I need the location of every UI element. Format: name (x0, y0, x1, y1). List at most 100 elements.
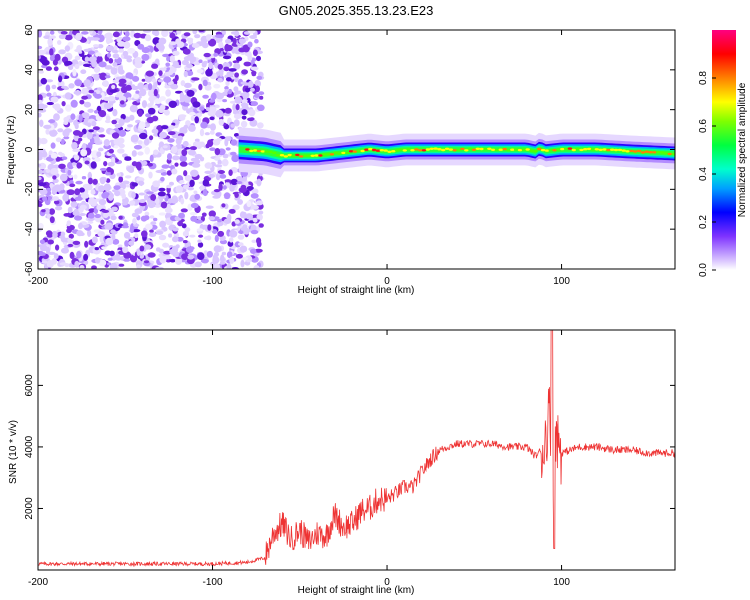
spectrogram-noise-cell (217, 159, 222, 166)
spectrogram-noise-cell (197, 252, 205, 260)
spectrogram-ridge-peak (494, 148, 500, 152)
spectrogram-ridge-peak (594, 148, 599, 151)
spectrogram-noise-cell (116, 172, 122, 177)
spectrogram-noise-cell (191, 43, 200, 49)
spectrogram-noise-cell (64, 92, 72, 100)
spectrogram-noise-cell (247, 41, 253, 48)
spectrogram-noise-cell (88, 129, 94, 133)
spectrogram-noise-cell (158, 187, 166, 192)
spectrogram-ridge-peak (648, 151, 653, 154)
spectrogram-ridge (238, 127, 675, 178)
spectrogram-noise-cell (38, 182, 47, 187)
spectrogram-noise-cell (177, 148, 183, 155)
spectrogram-ridge-peak (540, 148, 546, 152)
spectrogram-noise-cell (202, 42, 209, 49)
spectrogram-noise-cell (76, 162, 82, 169)
spectrogram-noise-cell (256, 75, 263, 80)
spectrogram-noise-cell (225, 38, 232, 44)
spectrogram-ridge-peak (406, 148, 411, 151)
spectrogram-ridge-peak (537, 147, 542, 151)
spectrogram-noise-cell (250, 66, 259, 71)
spectrogram-noise-cell (145, 70, 154, 77)
spectrogram-noise-cell (107, 95, 116, 102)
spectrogram-noise-cell (63, 116, 69, 122)
spectrogram-noise-cell (112, 108, 118, 117)
spectrogram-noise-cell (206, 34, 212, 41)
spectrogram-noise-cell (199, 106, 205, 111)
spectrogram-noise-cell (66, 189, 75, 196)
spectrogram-noise-cell (234, 96, 243, 104)
spectrogram-noise-cell (258, 210, 264, 215)
spectrogram-noise-cell (72, 130, 82, 136)
spectrogram-noise-cell (250, 248, 257, 254)
spectrogram-noise-cell (55, 244, 60, 251)
spectrogram-noise-cell (98, 199, 107, 206)
spectrogram-noise-cell (122, 36, 131, 42)
spectrogram-noise-cell (236, 181, 243, 185)
spectrogram-noise-cell (178, 212, 185, 219)
snr-x-tick-label: -200 (28, 577, 48, 588)
spectrogram-noise-cell (38, 169, 44, 175)
spectrogram-ridge-peak (479, 147, 484, 151)
spectrogram-noise-cell (183, 170, 188, 177)
spectrogram-y-tick-label: -20 (24, 182, 35, 197)
spectrogram-noise-cell (62, 193, 70, 202)
spectrogram-ridge-peak (299, 155, 304, 158)
spectrogram-noise-cell (147, 103, 153, 108)
spectrogram-noise-cell (101, 209, 109, 213)
spectrogram-noise-cell (259, 95, 264, 100)
spectrogram-noise-cell (58, 163, 66, 169)
spectrogram-noise-cell (151, 115, 159, 122)
spectrogram-noise-cell (45, 66, 53, 71)
spectrogram-noise-cell (223, 66, 230, 72)
spectrogram-noise-cell (132, 75, 140, 82)
spectrogram-noise-cell (233, 86, 239, 92)
spectrogram-noise-cell (165, 89, 172, 97)
spectrogram-noise-cell (121, 225, 129, 229)
spectrogram-noise-cell (103, 139, 110, 147)
snr-y-tick-label: 6000 (24, 374, 35, 397)
spectrogram-noise-cell (129, 114, 135, 121)
spectrogram-noise-cell (38, 176, 42, 181)
spectrogram-noise-cell (74, 260, 80, 268)
spectrogram-noise-cell (147, 107, 156, 115)
spectrogram-noise-cell (256, 237, 262, 245)
spectrogram-noise-cell (190, 169, 199, 177)
spectrogram-noise-cell (78, 114, 83, 123)
snr-plot-frame (37, 329, 676, 571)
spectrogram-noise-cell (254, 93, 260, 98)
spectrogram-noise-cell (46, 79, 53, 83)
spectrogram-noise-cell (149, 154, 154, 162)
spectrogram-noise-cell (111, 49, 119, 54)
spectrogram-noise-cell (133, 32, 142, 39)
spectrogram-ridge-peak (398, 148, 404, 151)
spectrogram-noise-cell (136, 264, 141, 269)
spectrogram-noise-cell (72, 210, 79, 216)
spectrogram-noise-cell (189, 234, 196, 238)
spectrogram-noise-cell (74, 196, 83, 201)
spectrogram-ridge-peak (368, 147, 373, 151)
spectrogram-ridge-peak (552, 149, 557, 152)
spectrogram-noise-cell (251, 239, 257, 243)
spectrogram-noise-cell (148, 200, 154, 204)
spectrogram-noise-cell (61, 101, 66, 107)
spectrogram-noise-cell (159, 96, 166, 102)
spectrogram-noise-cell (223, 218, 232, 224)
spectrogram-noise-cell (147, 252, 156, 258)
spectrogram-noise-cell (208, 216, 216, 221)
spectrogram-ridge-peak (636, 149, 642, 153)
spectrogram-noise-cell (192, 101, 201, 108)
spectrogram-noise-cell (190, 202, 199, 209)
spectrogram-noise-cell (64, 45, 71, 52)
spectrogram-noise-cell (169, 41, 177, 46)
spectrogram-noise-cell (214, 234, 219, 243)
spectrogram-noise-cell (162, 242, 170, 248)
spectrogram-noise-cell (52, 178, 59, 184)
spectrogram-noise-cell (71, 142, 78, 150)
spectrogram-ridge-peak (306, 154, 312, 157)
spectrogram-noise-cell (209, 130, 215, 135)
spectrogram-ridge-peak (402, 149, 407, 152)
spectrogram-noise-cell (120, 113, 126, 120)
spectrogram-noise-cell (200, 215, 205, 222)
spectrogram-noise-cell (78, 222, 83, 230)
